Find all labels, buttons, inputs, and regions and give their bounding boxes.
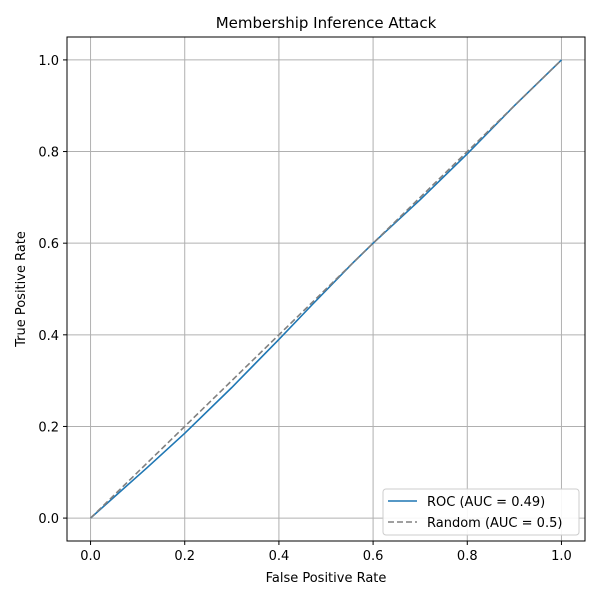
- y-tick-label: 1.0: [38, 54, 59, 69]
- y-tick-label: 0.2: [38, 420, 59, 435]
- x-tick-label: 0.8: [457, 549, 478, 564]
- x-tick-label: 0.4: [269, 549, 290, 564]
- legend: ROC (AUC = 0.49) Random (AUC = 0.5): [382, 488, 580, 536]
- x-axis-label: False Positive Rate: [266, 571, 387, 586]
- legend-box: [382, 488, 580, 536]
- x-tick-label: 0.0: [80, 549, 101, 564]
- y-tick-label: 0.6: [38, 237, 59, 252]
- y-tick-label: 0.0: [38, 512, 59, 527]
- y-tick-label: 0.8: [38, 146, 59, 161]
- x-tick-label: 0.6: [363, 549, 384, 564]
- legend-label: Random (AUC = 0.5): [427, 516, 562, 531]
- grid: [67, 37, 585, 541]
- legend-label: ROC (AUC = 0.49): [427, 495, 545, 510]
- series-lines: [89, 59, 563, 519]
- x-tick-label: 1.0: [551, 549, 572, 564]
- y-axis-label: True Positive Rate: [14, 231, 29, 348]
- x-tick-label: 0.2: [174, 549, 195, 564]
- y-tick-label: 0.4: [38, 329, 59, 344]
- ticks: 0.0 0.2 0.4 0.6 0.8 1.0 0.0 0.2 0.4 0.6 0.8 1.0: [38, 54, 571, 564]
- plot-frame: [66, 36, 586, 542]
- chart-title: Membership Inference Attack: [216, 14, 437, 32]
- roc-curve-line: [89, 59, 563, 519]
- random-baseline-line: [89, 59, 563, 519]
